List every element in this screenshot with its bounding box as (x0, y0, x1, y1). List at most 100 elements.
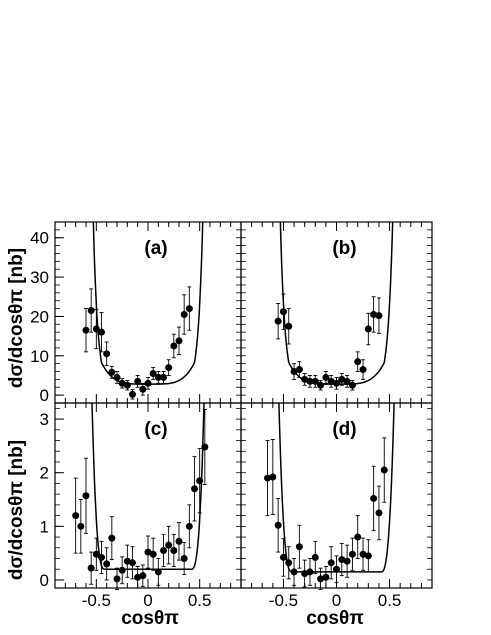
data-point (327, 377, 335, 385)
data-point (108, 534, 116, 542)
panel-b: (b) (240, 221, 433, 404)
panel-c: 0 1 2 3 -0.5 0 0.5 (c) (40, 402, 242, 610)
panel-label: (a) (144, 238, 167, 259)
data-point (175, 537, 183, 545)
y-tick-label: 30 (30, 268, 49, 287)
data-point (82, 326, 90, 334)
data-point (359, 550, 367, 558)
data-point (185, 305, 193, 313)
data-point (149, 369, 157, 377)
data-point (113, 575, 121, 583)
data-point (149, 550, 157, 558)
data-point (103, 350, 111, 358)
data-point (317, 381, 325, 389)
data-point (144, 379, 152, 387)
data-point (98, 553, 105, 561)
data-point (306, 377, 314, 385)
data-point (327, 559, 335, 567)
data-point (375, 312, 383, 320)
data-point (165, 364, 173, 372)
data-point (285, 559, 293, 567)
data-point (295, 366, 303, 374)
data-point (301, 570, 309, 578)
y-tick-label: 20 (30, 307, 49, 326)
data-point (370, 494, 378, 502)
data-point (196, 477, 204, 485)
y-tick-label: 40 (30, 229, 49, 248)
data-point (92, 550, 100, 558)
panel-label: (b) (332, 238, 356, 259)
data-point (160, 546, 167, 554)
y-tick-label: 1 (40, 517, 49, 536)
ylabel-top: dσ/dcosθπ [nb] (6, 248, 27, 388)
y-tick-label: 0 (40, 386, 49, 405)
panel-a: 0 10 20 30 40 (a) (30, 221, 242, 405)
data-point (77, 522, 85, 530)
data-point (113, 373, 121, 381)
fit-curve (279, 222, 394, 385)
data-point (201, 443, 209, 451)
data-point (364, 552, 372, 560)
data-point (139, 385, 147, 393)
data-point (180, 310, 188, 318)
data-point (359, 366, 367, 374)
data-point (348, 550, 356, 558)
y-tick-label: 10 (30, 347, 49, 366)
x-tick-label: 0.5 (188, 591, 212, 610)
x-tick-label: -0.5 (82, 591, 111, 610)
data-point (290, 568, 298, 576)
data-point (264, 474, 272, 482)
data-point (87, 307, 95, 315)
data-point (311, 377, 319, 385)
data-point (118, 566, 126, 574)
data-point (333, 565, 340, 573)
data-point (175, 337, 183, 345)
data-point (354, 533, 362, 541)
data-point (170, 546, 178, 554)
data-point (82, 492, 90, 500)
data-point (103, 560, 111, 568)
data-point (375, 509, 383, 517)
data-point (311, 553, 319, 561)
data-point (354, 358, 362, 366)
fit-curve (92, 222, 204, 385)
panel-label: (c) (144, 419, 167, 440)
data-point (285, 322, 293, 330)
y-tick-label: 3 (40, 410, 49, 429)
data-point (301, 375, 309, 383)
data-point (98, 328, 105, 336)
data-point (134, 377, 142, 385)
data-point (180, 555, 188, 563)
data-point (279, 308, 287, 316)
data-point (139, 572, 147, 580)
data-point (322, 373, 330, 381)
data-point (279, 553, 287, 561)
data-point (129, 559, 136, 567)
data-point (380, 466, 388, 474)
fit-curve (91, 403, 205, 570)
data-point (364, 325, 372, 333)
fit-curve (278, 403, 395, 573)
x-tick-label: 0 (332, 591, 341, 610)
data-point (129, 390, 136, 398)
xlabel-right: cosθπ (306, 608, 364, 629)
xlabel-left: cosθπ (121, 608, 179, 629)
panel-d: -0.5 0 0.5 (d) (240, 402, 433, 610)
data-point (123, 381, 131, 389)
data-point (290, 368, 298, 376)
data-point (348, 381, 356, 389)
data-point (191, 485, 198, 493)
data-point (370, 310, 378, 318)
data-point (274, 521, 282, 529)
data-point (108, 368, 116, 376)
data-point (185, 522, 193, 530)
data-point (165, 541, 173, 549)
data-point (154, 373, 162, 381)
ylabel-bottom: dσ/dcosθπ [nb] (6, 440, 27, 580)
x-tick-label: 0 (143, 591, 152, 610)
data-point (295, 543, 303, 551)
x-tick-label: -0.5 (269, 591, 298, 610)
data-point (333, 379, 340, 387)
data-point (160, 373, 167, 381)
